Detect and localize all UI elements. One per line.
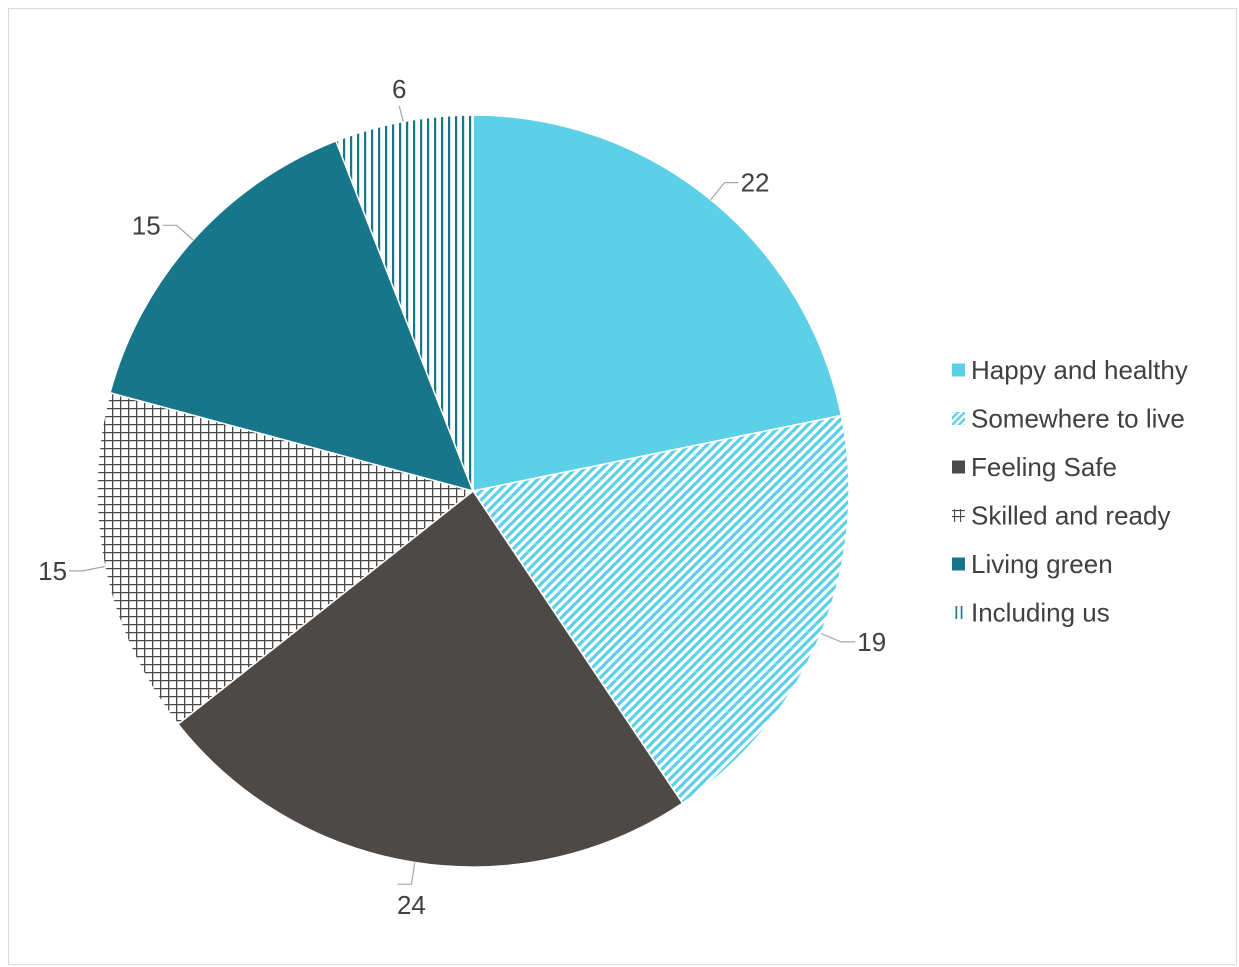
pie-slice-including-us — [334, 114, 474, 492]
pie-slices — [96, 114, 850, 868]
legend-item-feeling-safe: Feeling Safe — [952, 452, 1117, 482]
data-label-living-green: 15 — [132, 210, 161, 240]
legend-label-somewhere-to-live: Somewhere to live — [971, 404, 1185, 434]
data-label-including-us: 6 — [392, 74, 406, 104]
leader-line-living-green — [162, 224, 194, 241]
legend-item-happy-and-healthy: Happy and healthy — [952, 355, 1188, 385]
legend-item-living-green: Living green — [952, 549, 1113, 579]
data-label-somewhere-to-live: 19 — [857, 627, 886, 657]
data-label-feeling-safe: 24 — [397, 890, 426, 920]
leader-line-happy-and-healthy — [710, 182, 739, 201]
legend-label-including-us: Including us — [971, 598, 1110, 628]
legend-item-skilled-and-ready: Skilled and ready — [952, 501, 1170, 531]
leader-line-somewhere-to-live — [820, 632, 856, 643]
legend-item-somewhere-to-live: Somewhere to live — [952, 404, 1185, 434]
leader-line-feeling-safe — [397, 862, 416, 885]
legend: Happy and healthy Somewhere to live Feelin… — [952, 355, 1188, 628]
legend-label-happy-and-healthy: Happy and healthy — [971, 355, 1188, 385]
leader-line-including-us — [398, 105, 404, 122]
legend-swatch-living-green — [952, 557, 965, 571]
data-labels: 22 19 24 15 15 6 — [38, 74, 886, 920]
data-label-happy-and-healthy: 22 — [741, 168, 770, 198]
data-label-skilled-and-ready: 15 — [38, 556, 67, 586]
legend-label-skilled-and-ready: Skilled and ready — [971, 501, 1170, 531]
legend-swatch-skilled-and-ready — [952, 509, 965, 522]
legend-swatch-happy-and-healthy — [952, 363, 965, 377]
legend-swatch-feeling-safe — [952, 460, 965, 474]
legend-label-feeling-safe: Feeling Safe — [971, 452, 1117, 482]
legend-swatch-somewhere-to-live — [952, 412, 965, 425]
legend-label-living-green: Living green — [971, 549, 1113, 579]
legend-item-including-us: Including us — [952, 598, 1110, 628]
legend-swatch-including-us — [952, 606, 965, 619]
pie-slice-feeling-safe — [176, 489, 684, 868]
leader-lines — [69, 105, 856, 885]
leader-line-skilled-and-ready — [69, 565, 105, 572]
